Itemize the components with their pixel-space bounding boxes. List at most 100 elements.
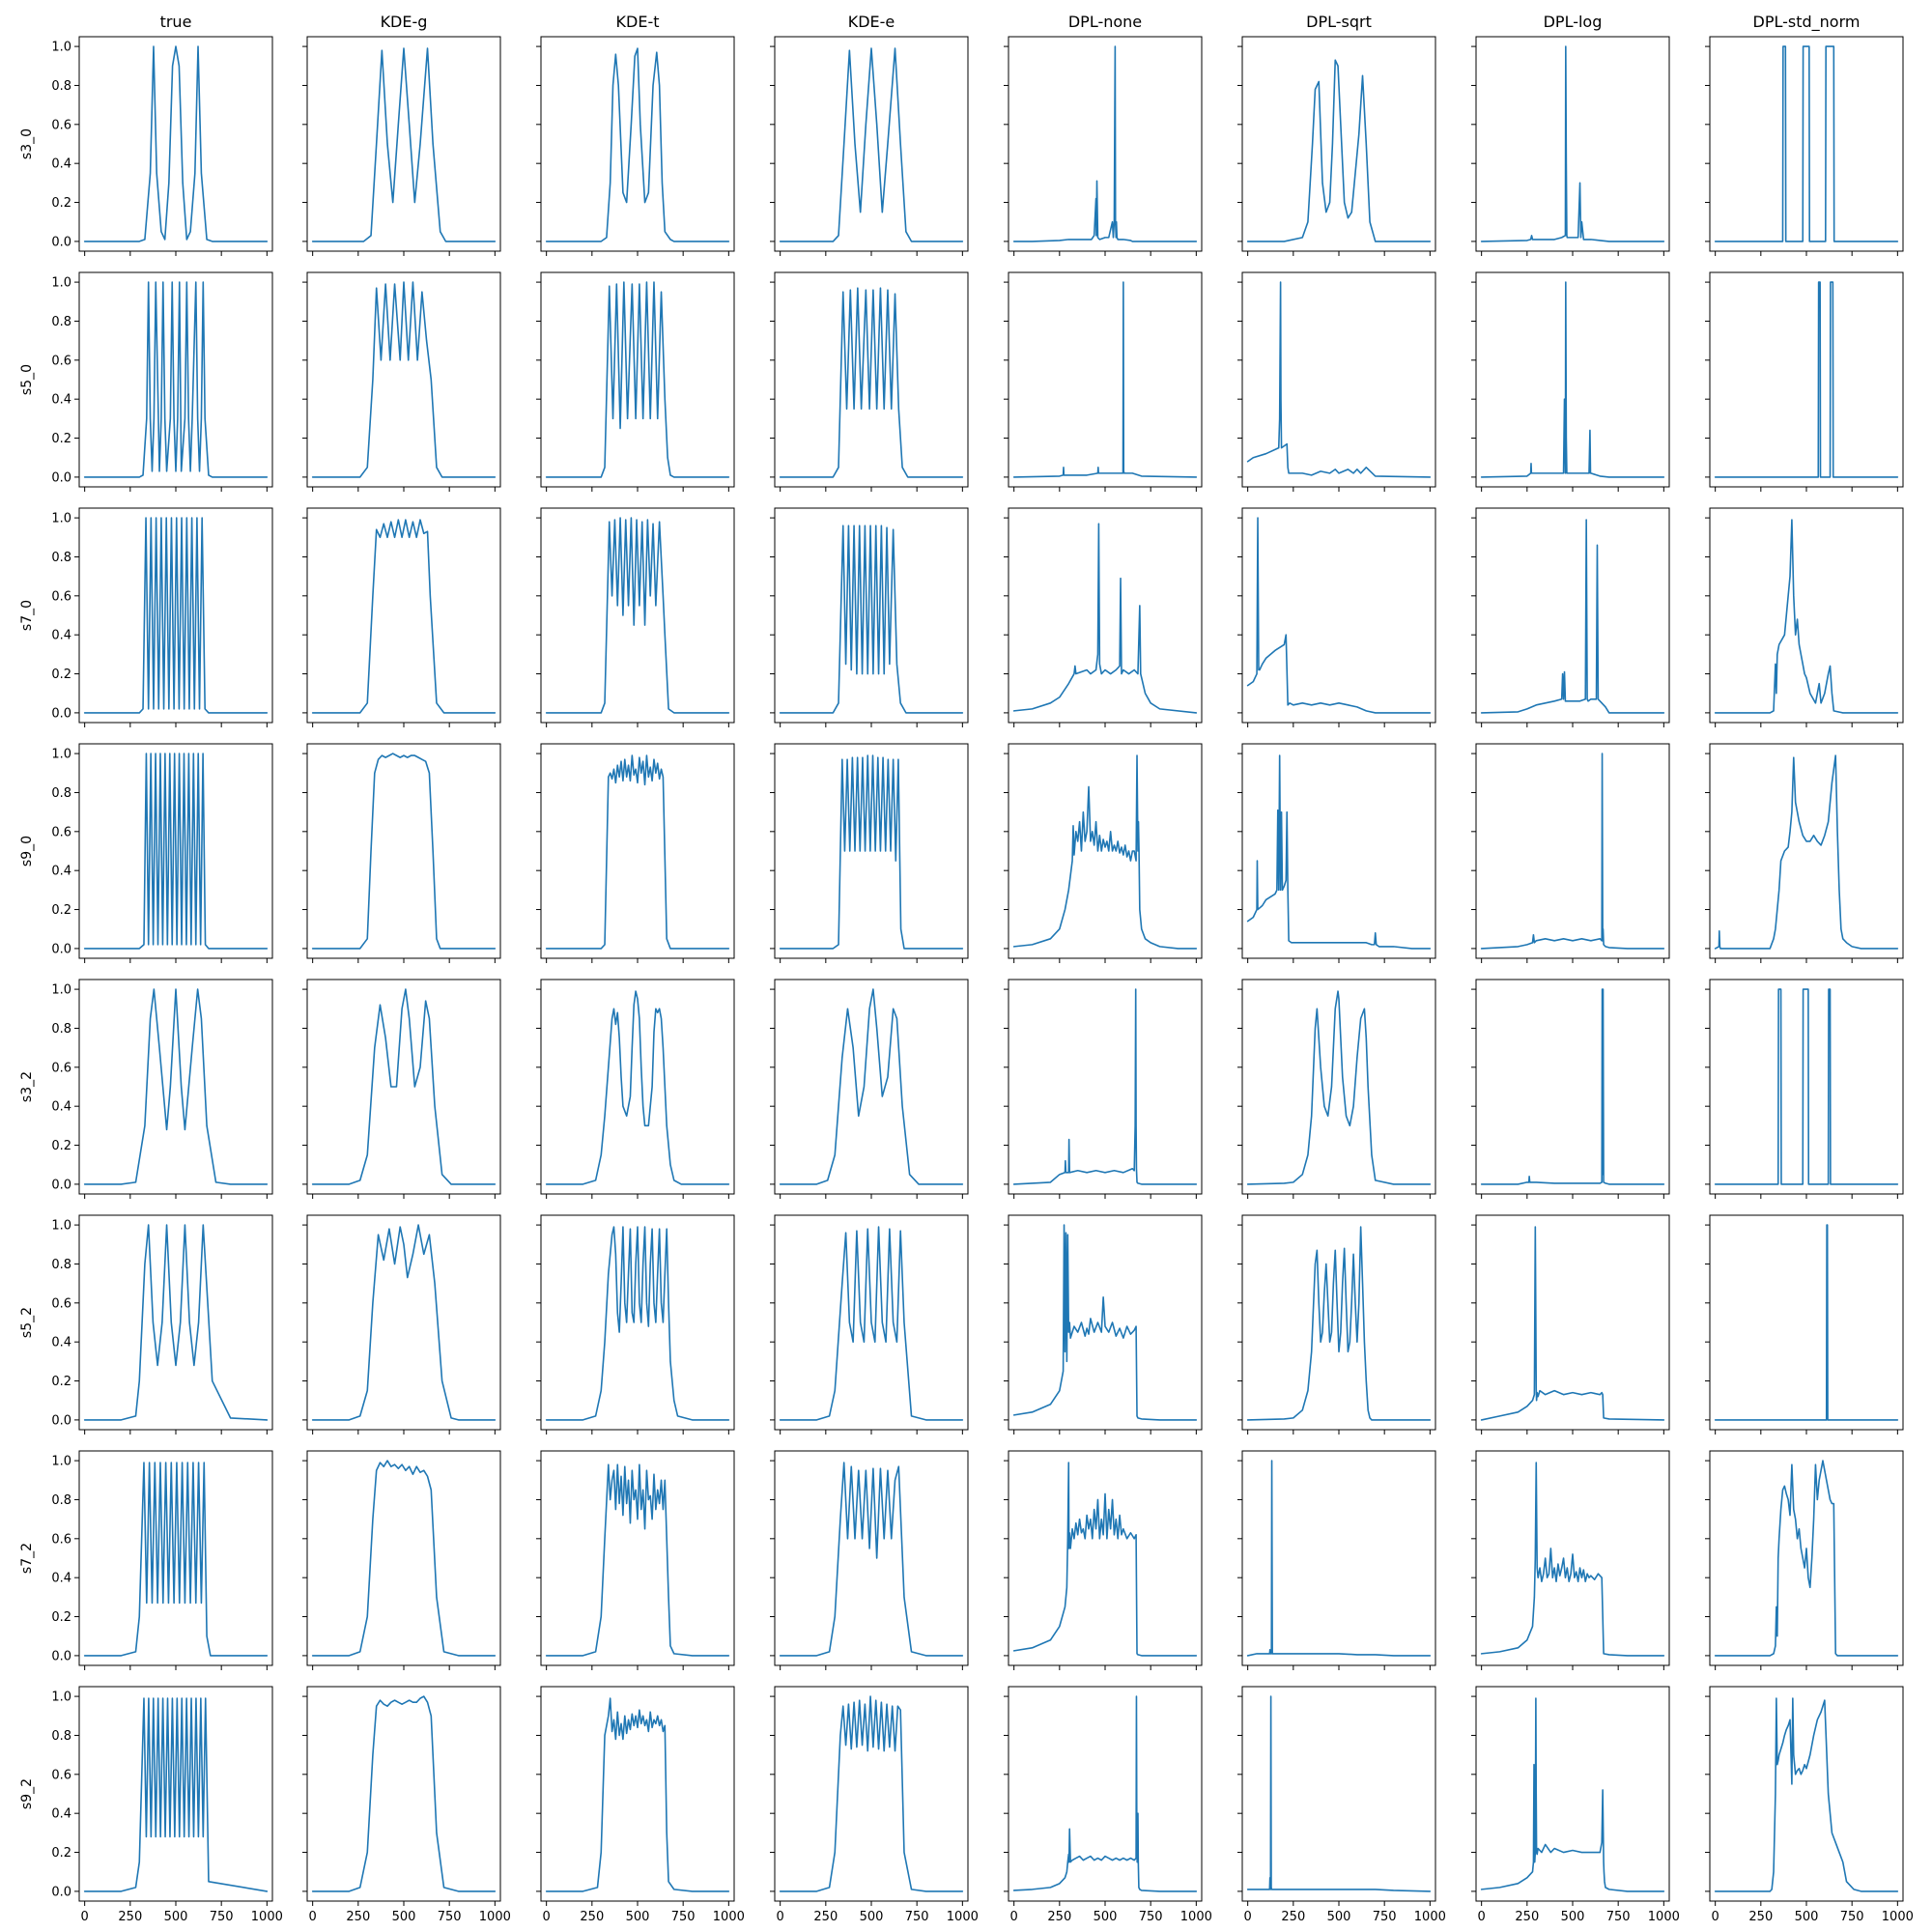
y-tick-label: 0.2 [51, 1139, 71, 1153]
x-tick-label: 250 [813, 1910, 838, 1924]
y-tick-label: 0.6 [51, 1296, 71, 1311]
x-tick-label: 500 [860, 1910, 884, 1924]
x-tick-label: 1000 [947, 1910, 979, 1924]
y-tick-label: 0.6 [51, 118, 71, 132]
column-title-1: KDE-g [381, 13, 428, 31]
y-tick-label: 0.8 [51, 1493, 71, 1508]
x-tick-label: 750 [671, 1910, 696, 1924]
x-tick-label: 1000 [1180, 1910, 1212, 1924]
y-tick-label: 0.0 [51, 942, 71, 956]
x-tick-label: 250 [1515, 1910, 1539, 1924]
y-tick-label: 0.0 [51, 470, 71, 485]
y-tick-label: 0.8 [51, 315, 71, 329]
y-tick-label: 0.8 [51, 786, 71, 801]
x-tick-label: 0 [1712, 1910, 1719, 1924]
y-tick-label: 0.4 [51, 1336, 71, 1350]
x-tick-label: 250 [580, 1910, 604, 1924]
column-title-7: DPL-std_norm [1753, 13, 1861, 32]
y-tick-label: 1.0 [51, 1455, 71, 1469]
row-label-1: s5_0 [19, 364, 35, 395]
y-tick-label: 1.0 [51, 1690, 71, 1705]
x-tick-label: 1000 [1648, 1910, 1680, 1924]
x-tick-label: 500 [164, 1910, 188, 1924]
y-tick-label: 0.8 [51, 79, 71, 94]
x-tick-label: 0 [1010, 1910, 1018, 1924]
x-tick-label: 250 [1047, 1910, 1071, 1924]
y-tick-label: 0.0 [51, 1885, 71, 1899]
y-tick-label: 0.0 [51, 706, 71, 721]
row-label-4: s3_2 [19, 1071, 35, 1102]
x-tick-label: 500 [626, 1910, 650, 1924]
y-tick-label: 0.4 [51, 1807, 71, 1822]
y-tick-label: 0.6 [51, 825, 71, 839]
column-title-6: DPL-log [1544, 13, 1603, 31]
y-tick-label: 0.4 [51, 629, 71, 643]
y-tick-label: 0.2 [51, 1846, 71, 1861]
x-tick-label: 0 [777, 1910, 784, 1924]
x-tick-label: 1000 [1414, 1910, 1446, 1924]
x-tick-label: 750 [1840, 1910, 1864, 1924]
x-tick-label: 1000 [479, 1910, 511, 1924]
x-tick-label: 0 [81, 1910, 89, 1924]
y-tick-label: 0.8 [51, 1729, 71, 1744]
column-title-3: KDE-e [848, 13, 895, 31]
x-tick-label: 250 [346, 1910, 370, 1924]
y-tick-label: 0.2 [51, 1610, 71, 1625]
x-tick-label: 250 [1281, 1910, 1305, 1924]
y-tick-label: 0.2 [51, 196, 71, 211]
y-tick-label: 0.2 [51, 1375, 71, 1389]
y-tick-label: 0.8 [51, 1258, 71, 1272]
y-tick-label: 0.4 [51, 1572, 71, 1586]
x-tick-label: 750 [210, 1910, 234, 1924]
column-title-4: DPL-none [1068, 13, 1142, 31]
y-tick-label: 0.4 [51, 865, 71, 879]
y-tick-label: 1.0 [51, 512, 71, 526]
y-tick-label: 0.0 [51, 1413, 71, 1428]
y-tick-label: 0.4 [51, 393, 71, 408]
x-tick-label: 0 [543, 1910, 551, 1924]
y-tick-label: 0.0 [51, 1178, 71, 1192]
column-title-2: KDE-t [616, 13, 660, 31]
y-tick-label: 0.8 [51, 1022, 71, 1037]
y-tick-label: 0.4 [51, 1100, 71, 1115]
x-tick-label: 250 [118, 1910, 142, 1924]
x-tick-label: 0 [1244, 1910, 1252, 1924]
y-tick-label: 0.2 [51, 668, 71, 682]
row-label-6: s7_2 [19, 1543, 35, 1574]
row-label-0: s3_0 [19, 128, 35, 159]
x-tick-label: 500 [1795, 1910, 1819, 1924]
row-label-7: s9_2 [19, 1778, 35, 1809]
x-tick-label: 250 [1748, 1910, 1773, 1924]
x-tick-label: 1000 [251, 1910, 283, 1924]
x-tick-label: 500 [1561, 1910, 1585, 1924]
y-tick-label: 1.0 [51, 41, 71, 55]
x-tick-label: 1000 [1882, 1910, 1914, 1924]
row-label-2: s7_0 [19, 600, 35, 631]
x-tick-label: 500 [1327, 1910, 1351, 1924]
row-label-3: s9_0 [19, 836, 35, 867]
y-tick-label: 1.0 [51, 983, 71, 998]
y-tick-label: 0.4 [51, 157, 71, 172]
x-tick-label: 750 [1139, 1910, 1163, 1924]
x-tick-label: 0 [1478, 1910, 1486, 1924]
y-tick-label: 1.0 [51, 276, 71, 291]
y-tick-label: 0.6 [51, 1061, 71, 1075]
x-tick-label: 750 [905, 1910, 929, 1924]
x-tick-label: 1000 [713, 1910, 745, 1924]
x-tick-label: 500 [392, 1910, 416, 1924]
x-tick-label: 500 [1094, 1910, 1118, 1924]
x-tick-label: 0 [309, 1910, 317, 1924]
y-tick-label: 0.6 [51, 1532, 71, 1547]
y-tick-label: 1.0 [51, 748, 71, 762]
x-tick-label: 750 [1606, 1910, 1631, 1924]
y-tick-label: 1.0 [51, 1219, 71, 1234]
y-tick-label: 0.6 [51, 354, 71, 368]
y-tick-label: 0.2 [51, 903, 71, 918]
y-tick-label: 0.6 [51, 589, 71, 604]
y-tick-label: 0.8 [51, 551, 71, 565]
column-title-0: true [160, 13, 192, 31]
y-tick-label: 0.2 [51, 432, 71, 446]
y-tick-label: 0.0 [51, 1649, 71, 1663]
